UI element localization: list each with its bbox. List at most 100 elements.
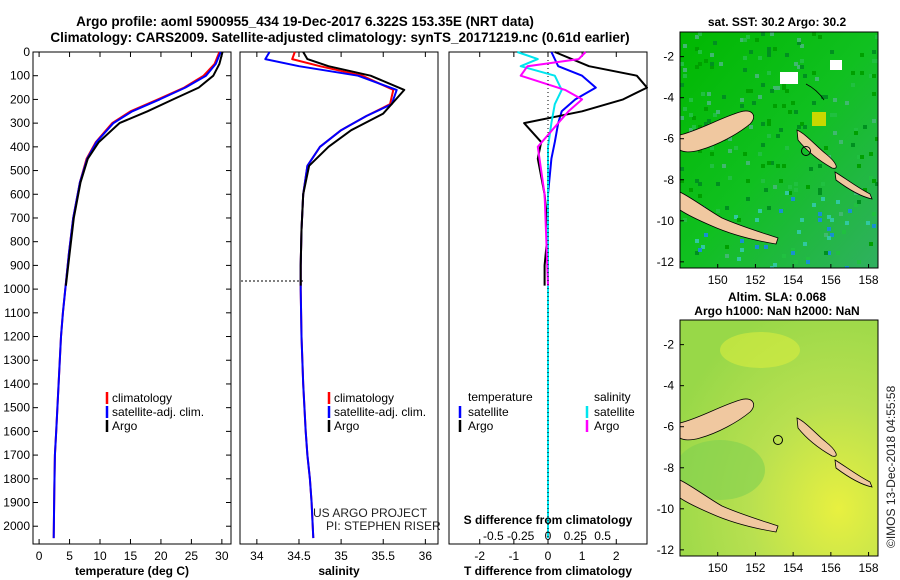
- sst-pixel: [701, 245, 705, 249]
- sst-pixel: [857, 164, 861, 168]
- s-diff-xlabel: S difference from climatology: [464, 513, 633, 527]
- sst-pixel: [770, 32, 774, 36]
- sst-pixel: [782, 164, 786, 168]
- sst-pixel: [767, 50, 771, 54]
- sst-pixel: [695, 47, 699, 51]
- sst-pixel: [803, 242, 807, 246]
- y-tick-label: 100: [10, 69, 30, 83]
- sst-pixel: [869, 152, 873, 156]
- map-x-tick-label: 150: [708, 561, 728, 575]
- project-credit: US ARGO PROJECT: [313, 506, 428, 520]
- png-mainland: [680, 191, 779, 245]
- sla-low-patch: [680, 440, 765, 500]
- sst-pixel: [794, 182, 798, 186]
- sst-pixel: [794, 110, 798, 114]
- legend-label-s-argo: Argo: [594, 419, 620, 433]
- sst-pixel: [854, 128, 858, 132]
- y-tick-label: 400: [10, 140, 30, 154]
- sst-pixel: [857, 155, 861, 159]
- sst-pixel: [755, 38, 759, 42]
- sst-pixel: [860, 53, 864, 57]
- y-tick-label: 700: [10, 211, 30, 225]
- sst-pixel: [785, 53, 789, 57]
- sst-pixel: [791, 101, 795, 105]
- x-tick-label: 25: [185, 549, 199, 563]
- map-y-tick-label: -2: [663, 50, 674, 64]
- sst-pixel: [758, 209, 762, 213]
- legend-label-t-satellite: satellite: [468, 405, 509, 419]
- y-tick-label: 200: [10, 92, 30, 106]
- sst-pixel: [719, 62, 723, 66]
- sst-pixel: [758, 152, 762, 156]
- sst-pixel: [701, 92, 705, 96]
- sst-map-frame: [679, 31, 879, 269]
- sst-pixel: [791, 251, 795, 255]
- sst-pixel: [695, 179, 699, 183]
- sst-pixel: [863, 125, 867, 129]
- sst-pixel: [869, 242, 873, 246]
- series-satellite-adj-clim: [52, 51, 222, 539]
- difference-chart: -2 -1 0 1 2 -0.5 -0.25 0 0.25 0.5: [474, 51, 648, 563]
- sst-pixel: [743, 38, 747, 42]
- sst-pixel: [872, 50, 876, 54]
- sst-pixel: [758, 95, 762, 99]
- sst-pixel: [710, 146, 714, 150]
- sst-pixel: [857, 200, 861, 204]
- sst-pixel: [782, 254, 786, 258]
- sst-pixel: [749, 89, 753, 93]
- y-tick-label: 900: [10, 258, 30, 272]
- sst-pixel: [725, 254, 729, 258]
- sst-pixel: [812, 32, 816, 36]
- sst-pixel: [755, 218, 759, 222]
- new-guinea-land: [680, 398, 754, 441]
- sst-pixel: [800, 218, 804, 222]
- sst-pixel: [788, 191, 792, 195]
- sst-pixel: [875, 182, 878, 186]
- bougainville-land: [796, 417, 837, 457]
- sst-pixel: [818, 164, 822, 168]
- x-tick-label: 20: [154, 549, 168, 563]
- series-s-argo: [519, 51, 587, 286]
- sst-pixel: [704, 122, 708, 126]
- x-tick-label: 2: [613, 549, 620, 563]
- y-tick-label: 0: [23, 45, 30, 59]
- sst-pixel: [833, 98, 837, 102]
- sst-sea: [680, 32, 878, 268]
- sst-pixel: [761, 32, 765, 36]
- sst-pixel: [767, 161, 771, 165]
- salinity-xlabel: salinity: [318, 564, 360, 578]
- sst-pixel: [824, 146, 828, 150]
- y-tick-label: 600: [10, 187, 30, 201]
- map-y-tick-label: -2: [663, 338, 674, 352]
- s-diff-tick-label: 0.5: [594, 529, 611, 543]
- sst-pixel: [722, 164, 726, 168]
- sst-pixel: [689, 128, 693, 132]
- sst-pixel: [851, 143, 855, 147]
- sst-pixel: [848, 209, 852, 213]
- sst-pixel: [797, 125, 801, 129]
- sla-map: [680, 320, 878, 556]
- sst-pixel: [740, 38, 744, 42]
- sst-pixel: [740, 98, 744, 102]
- sst-pixel: [746, 35, 750, 39]
- map-y-tick-label: -10: [657, 502, 675, 516]
- sst-pixel: [680, 83, 684, 87]
- y-tick-label: 1800: [3, 472, 30, 486]
- sst-pixel: [812, 203, 816, 207]
- solomon-land: [834, 171, 873, 200]
- sst-map: [680, 32, 878, 268]
- sst-pixel: [779, 128, 783, 132]
- sst-pixel: [767, 122, 771, 126]
- sst-pixel: [692, 125, 696, 129]
- s-diff-tick-label: -0.5: [483, 529, 504, 543]
- pi-credit: PI: STEPHEN RISER: [326, 519, 441, 533]
- series-s-satellite: [516, 51, 563, 539]
- sst-pixel: [761, 179, 765, 183]
- sla-map-frame: [679, 319, 879, 557]
- sst-pixel: [707, 101, 711, 105]
- sla-high-patch: [720, 332, 800, 368]
- y-tick-label: 300: [10, 116, 30, 130]
- map-y-tick-label: -6: [663, 132, 674, 146]
- x-tick-label: 35: [334, 549, 348, 563]
- sst-pixel: [758, 56, 762, 60]
